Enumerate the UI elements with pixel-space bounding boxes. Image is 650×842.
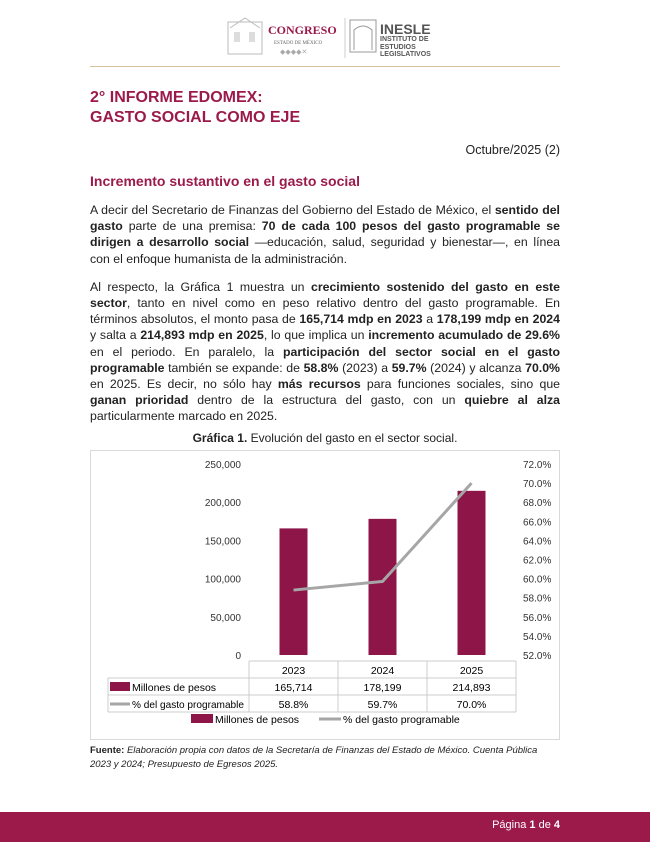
legend-swatch-bars xyxy=(110,681,130,691)
chart-caption: Gráfica 1. Evolución del gasto en el sec… xyxy=(90,431,560,446)
line-series-pct xyxy=(293,481,473,592)
paragraph-text-run: 165,714 mdp en 2023 xyxy=(299,312,423,327)
paragraph-text-run: 178,199 mdp en 2024 xyxy=(436,312,560,327)
paragraph-text-run: particularmente marcado en 2025. xyxy=(90,409,278,424)
y-right-tick-label: 56.0% xyxy=(523,612,551,623)
table-row-label: % del gasto programable xyxy=(132,699,244,711)
table-cell-value: 70.0% xyxy=(457,699,487,711)
y-right-tick-label: 62.0% xyxy=(523,555,551,566)
y-right-tick-label: 66.0% xyxy=(523,517,551,528)
paragraph-text-run: parte de una premisa: xyxy=(122,219,262,234)
source-text: Elaboración propia con datos de la Secre… xyxy=(90,744,538,770)
y-left-tick-label: 200,000 xyxy=(205,498,242,509)
chart-svg: 0 50,000 100,000 150,000 200,000 250,000 52.0%… xyxy=(107,460,551,726)
y-left-tick-label: 250,000 xyxy=(205,460,242,471)
legend-label: % del gasto programable xyxy=(343,714,460,726)
paragraph-text-run: más recursos xyxy=(277,377,361,392)
y-left-tick-label: 0 xyxy=(235,651,241,662)
paragraph-text-run: 58.8% xyxy=(303,360,339,375)
y-right-tick-label: 70.0% xyxy=(523,479,551,490)
document-title: 2° INFORME EDOMEX: GASTO SOCIAL COMO EJE xyxy=(90,88,300,128)
y-right-tick-label: 54.0% xyxy=(523,632,551,643)
paragraph-text-run: , tanto en nivel como en peso relativo d… xyxy=(90,296,560,327)
legend-swatch-bars xyxy=(191,713,213,723)
document-date: Octubre/2025 (2) xyxy=(465,143,561,157)
chart-gasto-social: 0 50,000 100,000 150,000 200,000 250,000 52.0%… xyxy=(90,449,560,740)
logo-congreso-text: CONGRESO xyxy=(268,23,337,37)
bar-2025 xyxy=(457,490,486,655)
paragraph-text-run: participación del sector social en el ga… xyxy=(90,344,560,375)
y-right-tick-label: 60.0% xyxy=(523,574,551,585)
paragraph-text-run: (2023) a xyxy=(338,360,392,375)
logo-inesle-subtext: INSTITUTO DE ESTUDIOS LEGISLATIVOS xyxy=(380,36,431,58)
paragraph-text-run: sentido del gasto xyxy=(90,203,560,234)
paragraph-text-run: (2024) y alcanza xyxy=(426,360,526,375)
source-label: Fuente: xyxy=(90,744,125,756)
paragraph-text-run: a xyxy=(422,312,437,327)
x-category-label: 2024 xyxy=(371,665,395,677)
paragraph-text-run: también se expande: de xyxy=(164,360,304,375)
legend-label: Millones de pesos xyxy=(215,714,299,726)
paragraph-text-run: incremento acumulado de 29.6% xyxy=(368,328,560,343)
caption-label: Gráfica 1. xyxy=(192,430,248,445)
paragraph-2: Al respecto, la Gráfica 1 muestra un cre… xyxy=(90,279,560,425)
footer-bar: Página 1 de 4 xyxy=(0,812,650,842)
paragraph-1: A decir del Secretario de Finanzas del G… xyxy=(90,202,560,267)
table-cell-value: 214,893 xyxy=(453,682,491,694)
title-line-1: 2° INFORME EDOMEX: xyxy=(90,89,263,106)
y-left-tick-label: 100,000 xyxy=(205,574,242,585)
y-left-tick-label: 150,000 xyxy=(205,536,242,547)
bar-2023 xyxy=(279,528,308,655)
document-body: A decir del Secretario de Finanzas del G… xyxy=(90,202,560,772)
paragraph-text-run: 70 de cada 100 pesos del gasto programab… xyxy=(90,219,560,250)
y-left-tick-label: 50,000 xyxy=(210,612,241,623)
y-right-tick-label: 68.0% xyxy=(523,498,551,509)
paragraph-text-run: Al respecto, la Gráfica 1 muestra un xyxy=(90,279,311,294)
y-right-tick-label: 72.0% xyxy=(523,460,551,471)
y-right-tick-label: 58.0% xyxy=(523,593,551,604)
y-right-tick-label: 52.0% xyxy=(523,651,551,662)
table-cell-value: 58.8% xyxy=(279,699,309,711)
paragraph-text-run: 214,893 mdp en 2025 xyxy=(140,328,264,343)
paragraph-text-run: —educación, salud, seguridad y bienestar… xyxy=(90,235,560,266)
bar-2024 xyxy=(368,518,397,655)
svg-text:◆◆◆◆✕: ◆◆◆◆✕ xyxy=(280,49,307,56)
x-category-label: 2023 xyxy=(282,665,306,677)
logo-inesle-text: INESLE xyxy=(380,21,431,37)
section-title: Incremento sustantivo en el gasto social xyxy=(90,173,360,189)
paragraph-text-run: 70.0% xyxy=(525,360,560,375)
header-divider xyxy=(90,66,560,67)
page-number: Página 1 de 4 xyxy=(492,819,560,831)
paragraph-text-run: crecimiento sostenido del gasto en este … xyxy=(90,279,560,311)
congreso-inesle-logo: CONGRESO ESTADO DE MÉXICO ◆◆◆◆✕ INESLE xyxy=(227,17,431,58)
paragraph-text-run: A decir del Secretario de Finanzas del G… xyxy=(90,203,495,217)
table-cell-value: 178,199 xyxy=(364,682,402,694)
paragraph-text-run: quiebre al alza xyxy=(464,393,561,408)
logo-congreso-subtext: ESTADO DE MÉXICO xyxy=(274,40,323,46)
paragraph-text-run: y salta a xyxy=(90,328,141,343)
y-right-tick-label: 64.0% xyxy=(523,536,551,547)
table-cell-value: 59.7% xyxy=(368,699,398,711)
paragraph-text-run: dentro de la estructura del gasto, con u… xyxy=(188,393,465,408)
title-line-2: GASTO SOCIAL COMO EJE xyxy=(90,109,301,126)
header-logos: CONGRESO ESTADO DE MÉXICO ◆◆◆◆✕ INESLE xyxy=(222,14,438,60)
paragraph-text-run: 59.7% xyxy=(391,360,427,375)
paragraph-text-run: , lo que implica un xyxy=(263,328,369,343)
source-note: Fuente: Elaboración propia con datos de … xyxy=(90,744,560,772)
x-category-label: 2025 xyxy=(460,665,484,677)
paragraph-text-run: para funciones sociales, sino que xyxy=(360,377,560,392)
paragraph-text-run: en el periodo. En paralelo, la xyxy=(90,344,283,359)
caption-text: Evolución del gasto en el sector social. xyxy=(247,430,458,445)
table-row-label: Millones de pesos xyxy=(132,682,216,694)
table-cell-value: 165,714 xyxy=(275,682,313,694)
paragraph-text-run: en 2025. Es decir, no sólo hay xyxy=(90,377,278,392)
paragraph-text-run: ganan prioridad xyxy=(90,393,189,408)
